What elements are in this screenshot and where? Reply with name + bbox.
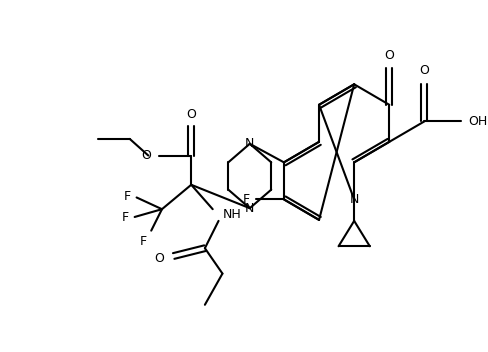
Text: N: N (245, 202, 254, 215)
Text: N: N (349, 193, 359, 206)
Text: F: F (243, 193, 249, 206)
Text: NH: NH (223, 208, 241, 221)
Text: O: O (385, 50, 394, 63)
Text: O: O (154, 252, 164, 265)
Text: F: F (123, 190, 130, 203)
Text: F: F (122, 212, 128, 225)
Text: O: O (186, 108, 196, 121)
Text: F: F (140, 235, 147, 248)
Text: O: O (142, 149, 151, 162)
Text: N: N (245, 137, 254, 150)
Text: OH: OH (468, 115, 488, 128)
Text: O: O (420, 64, 429, 77)
